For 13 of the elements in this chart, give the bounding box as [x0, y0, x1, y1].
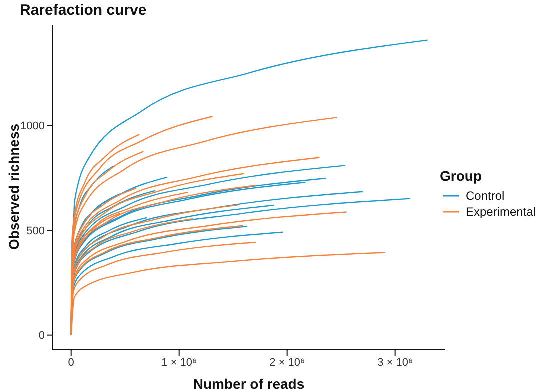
- x-tick-label: 0: [68, 356, 74, 369]
- legend-label: Experimental: [466, 205, 536, 219]
- chart-title: Rarefaction curve: [20, 2, 147, 19]
- legend-label: Control: [466, 189, 505, 203]
- x-axis-title: Number of reads: [193, 376, 305, 389]
- y-tick-label: 500: [26, 225, 45, 238]
- x-tick-label: 1 × 10⁶: [162, 356, 198, 369]
- x-tick-label: 3 × 10⁶: [378, 356, 414, 369]
- y-axis-title: Observed richness: [6, 124, 22, 250]
- legend-title: Group: [440, 168, 483, 184]
- y-tick-label: 0: [38, 330, 45, 342]
- x-tick-label: 2 × 10⁶: [270, 356, 306, 369]
- y-tick-label: 1000: [20, 120, 45, 133]
